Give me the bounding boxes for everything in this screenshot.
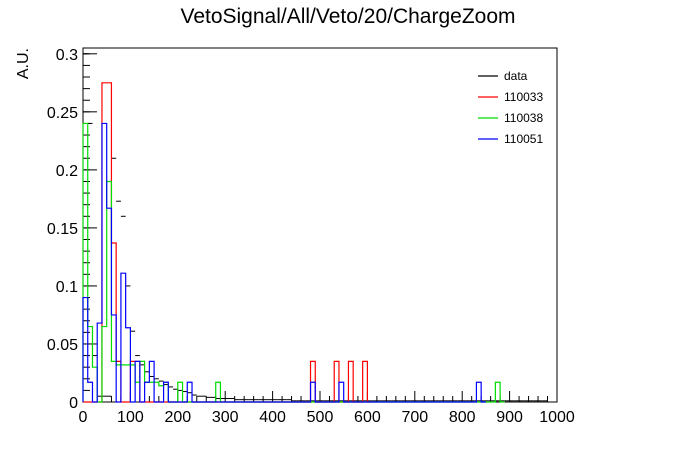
series-110051 [82,122,486,403]
series-110033 [83,82,373,403]
y-tick-label: 0.3 [56,47,78,64]
y-tick-label: 0.15 [47,221,78,238]
histogram-bars [82,122,486,403]
y-tick-label: 0 [69,395,78,412]
axis-ticks: 0 100 200 300 400 500 600 700 800 900 1000 0 0.05 0.1… [47,47,575,426]
legend-label: 110051 [504,132,543,146]
x-tick-label: 900 [496,409,523,426]
y-tick-label: 0.1 [56,279,78,296]
plot-area: 0 100 200 300 400 500 600 700 800 900 1000 0 0.05 0.1… [47,47,575,426]
y-tick-label: 0.25 [47,105,78,122]
x-tick-label: 300 [212,409,239,426]
x-tick-label: 1000 [539,409,575,426]
y-tick-label: 0.05 [47,337,78,354]
histogram-bars [83,82,373,403]
x-tick-label: 700 [401,409,428,426]
y-axis-label: A.U. [15,48,32,79]
legend-label: 110038 [504,111,543,125]
x-tick-label: 600 [354,409,381,426]
x-tick-label: 100 [117,409,144,426]
series-data [83,53,548,402]
series-110038 [82,122,505,403]
legend-label: data [504,69,528,83]
x-tick-label: 0 [79,409,88,426]
plot-frame [82,47,558,403]
series-layer [82,53,548,403]
legend: data 110033 110038 110051 [478,69,543,146]
x-tick-label: 400 [259,409,286,426]
legend-label: 110033 [504,90,543,104]
x-tick-label: 200 [164,409,191,426]
histogram-bars [82,122,505,403]
x-tick-label: 800 [449,409,476,426]
x-tick-label: 500 [307,409,334,426]
y-tick-label: 0.2 [56,163,78,180]
chart-title: VetoSignal/All/Veto/20/ChargeZoom [180,5,515,28]
